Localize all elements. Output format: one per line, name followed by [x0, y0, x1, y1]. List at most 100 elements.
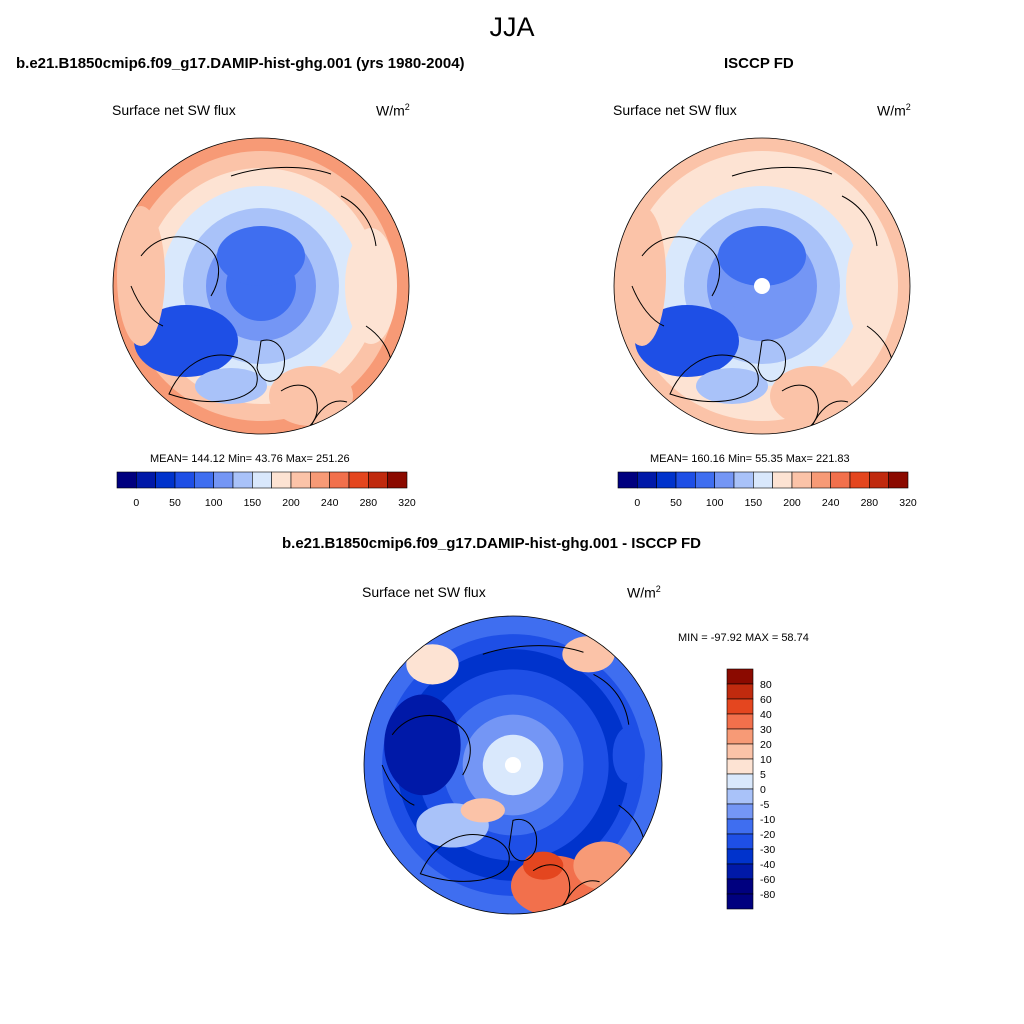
colorbar-box: [726, 788, 754, 805]
colorbar-box: [387, 471, 408, 489]
coastline: [381, 764, 415, 806]
model-stats: MEAN= 144.12 Min= 43.76 Max= 251.26: [150, 453, 350, 465]
contour-patch: [195, 368, 267, 404]
colorbar-tick-label: 150: [244, 497, 262, 509]
colorbar-box: [726, 713, 754, 730]
colorbar-box: [675, 471, 696, 489]
model-units-label: W/m2: [376, 102, 410, 119]
colorbar-tick-label: 0: [133, 497, 139, 509]
contour-patch: [562, 636, 615, 673]
colorbar-tick-label: 60: [760, 694, 772, 706]
colorbar-box: [726, 728, 754, 745]
model-polar-map: [112, 137, 410, 435]
contour-patch: [345, 228, 397, 344]
colorbar-box: [252, 471, 272, 489]
coastline: [168, 354, 258, 403]
colorbar-tick-label: -40: [760, 859, 775, 871]
colorbar-tick-label: 240: [321, 497, 339, 509]
contour-patch: [612, 726, 645, 784]
colorbar-box: [726, 833, 754, 850]
colorbar-box: [348, 471, 369, 489]
coastline: [140, 236, 220, 297]
colorbar-box: [726, 818, 754, 835]
coastline: [482, 645, 584, 655]
colorbar-box: [726, 848, 754, 865]
colorbar-box: [830, 471, 851, 489]
colorbar-box: [116, 471, 137, 489]
colorbar-box: [726, 803, 754, 820]
colorbar-tick-label: -80: [760, 889, 775, 901]
colorbar-tick-label: 0: [634, 497, 640, 509]
coastline: [562, 880, 600, 907]
model-variable-label: Surface net SW flux: [112, 102, 236, 118]
colorbar-box: [310, 471, 330, 489]
contour-patch: [406, 644, 459, 685]
diff-panel-title: b.e21.B1850cmip6.f09_g17.DAMIP-hist-ghg.…: [282, 535, 702, 552]
contour-patch: [384, 694, 461, 796]
map-border: [112, 137, 410, 435]
colorbar-box: [271, 471, 292, 489]
coastline: [757, 339, 786, 382]
obs-colorbar: 0 50 100 150 200 240 280 320: [617, 471, 917, 509]
contour-patch: [635, 305, 739, 377]
colorbar-tick-label: 200: [783, 497, 801, 509]
coastline: [811, 400, 849, 427]
contour-patch: [460, 798, 505, 823]
colorbar-box: [726, 878, 754, 895]
colorbar-tick-label: 320: [899, 497, 917, 509]
colorbar-box: [714, 471, 735, 489]
coastline: [593, 673, 630, 725]
colorbar-box: [733, 471, 754, 489]
obs-units-label: W/m2: [877, 102, 911, 119]
colorbar-tick-label: 50: [169, 497, 181, 509]
colorbar-tick-label: -5: [760, 799, 769, 811]
colorbar-tick-label: 320: [398, 497, 416, 509]
diff-stats: MIN = -97.92 MAX = 58.74: [678, 632, 809, 644]
colorbar-box: [726, 698, 754, 715]
model-colorbar: 0 50 100 150 200 240 280 320: [116, 471, 416, 509]
contour-patch: [217, 226, 305, 286]
obs-variable-label: Surface net SW flux: [613, 102, 737, 118]
contour-patch: [117, 206, 165, 346]
colorbar-box: [174, 471, 195, 489]
season-title: JJA: [489, 12, 535, 42]
colorbar-tick-label: 40: [760, 709, 772, 721]
coastline: [841, 195, 878, 247]
colorbar-tick-label: 280: [360, 497, 378, 509]
colorbar-tick-label: 50: [670, 497, 682, 509]
coastline: [508, 818, 538, 862]
coastline: [340, 195, 377, 247]
colorbar-box: [368, 471, 388, 489]
diff-colorbar: 80 60 40 30 20 10 5 0 -5 -10 -20 -30 -40 -60 -80: [726, 668, 775, 910]
diff-units-label: W/m2: [627, 584, 661, 601]
colorbar-tick-label: 280: [861, 497, 879, 509]
colorbar-tick-label: 240: [822, 497, 840, 509]
colorbar-tick-label: 80: [760, 679, 772, 691]
colorbar-box: [726, 758, 754, 775]
colorbar-box: [772, 471, 793, 489]
coastline: [641, 236, 721, 297]
colorbar-tick-label: 30: [760, 724, 772, 736]
colorbar-box: [726, 773, 754, 790]
colorbar-tick-label: 100: [706, 497, 724, 509]
colorbar-box: [753, 471, 773, 489]
coastline: [130, 285, 164, 327]
contour-patch: [269, 366, 353, 426]
colorbar-box: [232, 471, 253, 489]
colorbar-box: [213, 471, 234, 489]
diff-variable-label: Surface net SW flux: [362, 584, 486, 600]
contour-patch: [134, 305, 238, 377]
colorbar-tick-label: -20: [760, 829, 775, 841]
colorbar-box: [617, 471, 638, 489]
colorbar-box: [726, 863, 754, 880]
colorbar-box: [695, 471, 715, 489]
pole-hole: [754, 278, 770, 294]
coastline: [256, 339, 285, 382]
colorbar-box: [726, 683, 754, 700]
colorbar-tick-label: 10: [760, 754, 772, 766]
contour-patch: [573, 841, 634, 890]
colorbar-tick-label: 100: [205, 497, 223, 509]
colorbar-box: [849, 471, 870, 489]
map-border: [363, 615, 663, 915]
